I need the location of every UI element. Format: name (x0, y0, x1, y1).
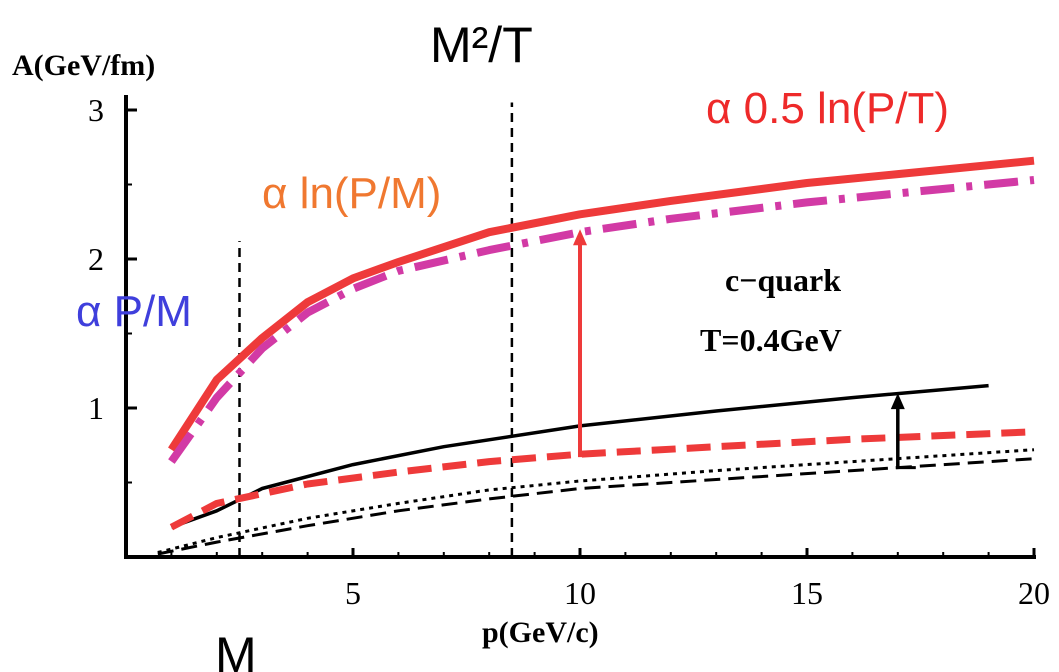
arrow-head (890, 393, 905, 410)
x-tick-label: 15 (791, 575, 823, 611)
x-tick-label: 10 (564, 575, 596, 611)
annotation-temperature: T=0.4GeV (700, 322, 842, 358)
x-axis-label: p(GeV/c) (482, 616, 599, 649)
series-line-thick-solid (168, 156, 1035, 452)
ticks: 5 10 15 20 1 2 3 (88, 92, 1050, 611)
series-line-thin-solid (170, 383, 989, 529)
annotation-alpha-ln-pt: α 0.5 ln(P/T) (706, 84, 949, 133)
series-line-thick-dashdot (168, 176, 1035, 464)
series-line-thick-dashed (169, 428, 1035, 531)
arrow-head (573, 229, 587, 246)
y-tick-label: 3 (88, 92, 104, 128)
vline-label-m: M (215, 627, 257, 672)
series-line-thin-dashed (157, 457, 1035, 556)
y-axis-label: A(GeV/fm) (12, 49, 155, 82)
arrows (573, 229, 916, 470)
annotation-c-quark: c−quark (725, 262, 841, 298)
annotation-alpha-ln-pm: α ln(P/M) (262, 169, 441, 218)
x-tick-label: 5 (345, 575, 361, 611)
y-tick-label: 1 (88, 390, 104, 426)
annotation-alpha-pm: α P/M (76, 287, 192, 336)
series-line-dotted (157, 448, 1035, 554)
vline-label-m2t: M²/T (430, 17, 533, 73)
y-tick-label: 2 (88, 241, 104, 277)
data-series (157, 156, 1035, 556)
reference-lines (238, 102, 514, 557)
x-tick-label: 20 (1018, 575, 1050, 611)
